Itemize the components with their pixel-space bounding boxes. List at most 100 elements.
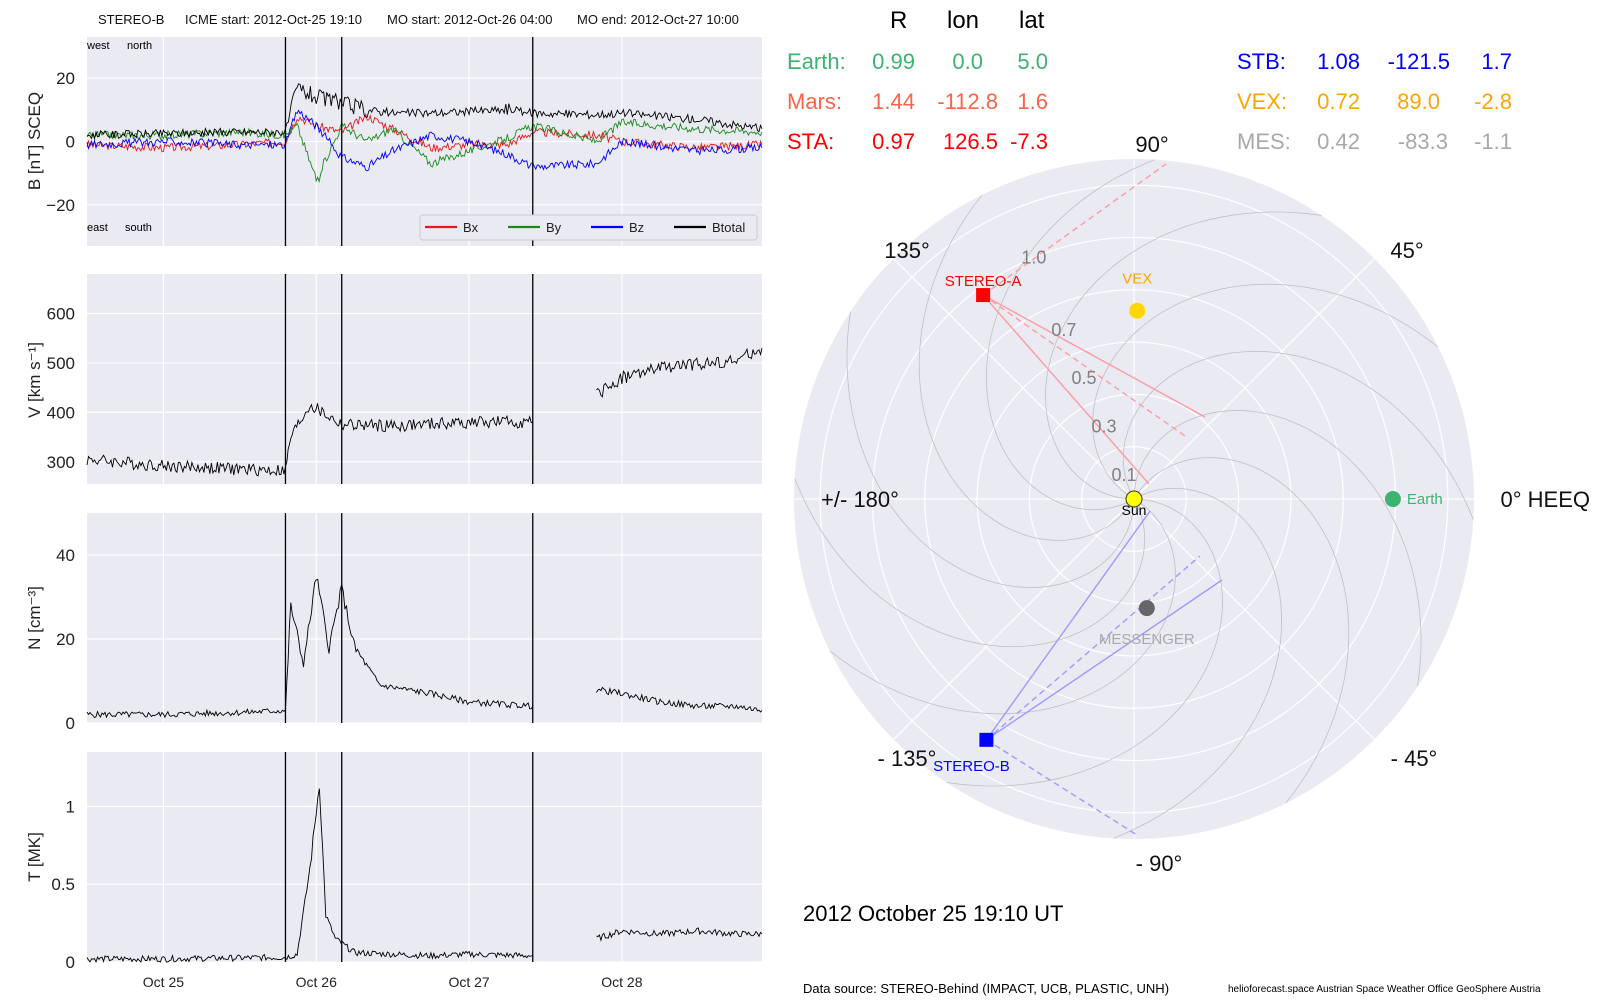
y-axis-label: N [cm⁻³] — [25, 586, 44, 650]
earth-label: Earth: — [787, 49, 846, 74]
y-tick-label: 300 — [47, 453, 75, 472]
parker-spiral — [829, 498, 1176, 715]
stereo-b-label: STEREO-B — [933, 758, 1010, 775]
radius-label: 0.1 — [1111, 465, 1136, 485]
parker-spiral — [1113, 487, 1283, 839]
series-line — [596, 347, 763, 398]
col-header-lat: lat — [1019, 7, 1045, 34]
sta-lat: -7.3 — [1010, 129, 1048, 154]
legend-entry: Bz — [629, 220, 644, 235]
corner-label-east: east — [87, 222, 108, 234]
messenger-label: MESSENGER — [1099, 631, 1195, 648]
stb-fov-line — [986, 579, 1223, 741]
angle-label: - 45° — [1391, 746, 1438, 771]
earth-lon: 0.0 — [952, 49, 983, 74]
mars-r: 1.44 — [872, 89, 915, 114]
stb-lon: -121.5 — [1387, 49, 1450, 74]
parker-spiral — [985, 159, 1155, 511]
col-header-lon: lon — [947, 7, 980, 34]
mes-lon: -83.3 — [1397, 129, 1448, 154]
earth-label: Earth — [1407, 491, 1443, 508]
parker-spiral — [846, 311, 1135, 588]
parker-spiral — [1133, 457, 1350, 804]
stb-r: 1.08 — [1317, 49, 1360, 74]
angular-grid-line — [1133, 258, 1375, 500]
corner-label-north: north — [127, 40, 152, 52]
y-tick-label: 500 — [47, 354, 75, 373]
col-header-r: R — [890, 7, 908, 34]
series-line — [596, 686, 763, 713]
angle-label: 135° — [884, 238, 930, 263]
mes-label: MES: — [1237, 129, 1291, 154]
y-axis-label: B [nT] SCEQ — [25, 92, 44, 190]
series-line — [86, 118, 763, 184]
y-tick-label: 20 — [56, 630, 75, 649]
angle-label: - 135° — [878, 746, 937, 771]
angular-grid-line — [893, 258, 1135, 500]
y-tick-label: 0 — [66, 133, 75, 152]
radius-label: 0.3 — [1091, 417, 1116, 437]
x-tick-label: Oct 26 — [296, 974, 337, 990]
parker-spiral — [1092, 283, 1439, 500]
radius-label: 1.0 — [1021, 247, 1046, 267]
panel-background — [87, 752, 762, 962]
stb-label: STB: — [1237, 49, 1286, 74]
data-source: Data source: STEREO-Behind (IMPACT, UCB,… — [803, 981, 1170, 996]
legend-entry: By — [546, 220, 562, 235]
credits: helioforecast.space Austrian Space Weath… — [1228, 984, 1541, 995]
corner-label-west: west — [86, 40, 110, 52]
parker-spiral — [1045, 211, 1322, 500]
sta-label: STA: — [787, 129, 835, 154]
x-tick-label: Oct 25 — [143, 974, 184, 990]
legend: Bx By Bz Btotal — [419, 214, 758, 241]
header-spacecraft: STEREO-B — [98, 12, 165, 27]
vex-lat: -2.8 — [1474, 89, 1512, 114]
sun-marker — [1125, 490, 1143, 508]
sta-fov-line — [982, 294, 1206, 418]
series-line — [86, 403, 533, 477]
legend-box — [419, 214, 758, 241]
vex-r: 0.72 — [1317, 89, 1360, 114]
angular-grid-line — [893, 498, 1135, 740]
parker-spiral — [1122, 350, 1474, 520]
series-line — [86, 112, 763, 153]
earth-lat: 5.0 — [1017, 49, 1048, 74]
legend-entry: Btotal — [712, 220, 745, 235]
series-line — [86, 83, 763, 141]
y-axis-label: V [km s⁻¹] — [25, 342, 44, 418]
stereo-b-marker — [979, 732, 994, 747]
polar-inner — [794, 159, 1474, 839]
corner-label-south: south — [125, 222, 152, 234]
header-mo-end: MO end: 2012-Oct-27 10:00 — [577, 12, 739, 27]
y-tick-label: 0.5 — [51, 875, 75, 894]
panel-2: 0 20 40 N [cm⁻³] — [25, 513, 763, 733]
angular-grid-line — [1133, 498, 1375, 740]
angle-label: +/- 180° — [821, 487, 899, 512]
header-mo-start: MO start: 2012-Oct-26 04:00 — [387, 12, 553, 27]
sta-fov-dashed — [982, 163, 1167, 296]
y-tick-label: −20 — [46, 196, 75, 215]
parker-spiral — [794, 478, 1146, 648]
y-tick-label: 400 — [47, 403, 75, 422]
mars-lon: -112.8 — [937, 89, 998, 114]
stb-lat: 1.7 — [1481, 49, 1512, 74]
parker-spiral — [1133, 410, 1422, 687]
y-tick-label: 600 — [47, 305, 75, 324]
sta-fov-line — [982, 294, 1150, 485]
x-tick-label: Oct 27 — [448, 974, 489, 990]
header-icme-start: ICME start: 2012-Oct-25 19:10 — [185, 12, 363, 27]
earth-marker — [1384, 491, 1401, 507]
parker-spiral — [918, 194, 1135, 541]
mes-lat: -1.1 — [1474, 129, 1512, 154]
vex-label: VEX — [1122, 271, 1152, 288]
y-tick-label: 0 — [66, 714, 75, 733]
parker-spiral — [946, 498, 1223, 787]
angle-label: - 90° — [1136, 851, 1183, 876]
radius-label: 0.5 — [1071, 368, 1096, 388]
panel-3: 0 0.5 1 Oct 25 Oct 26 Oct 27 Oct 28 T [MK] — [25, 752, 763, 990]
y-tick-label: 1 — [66, 797, 75, 816]
series-line — [86, 109, 763, 172]
